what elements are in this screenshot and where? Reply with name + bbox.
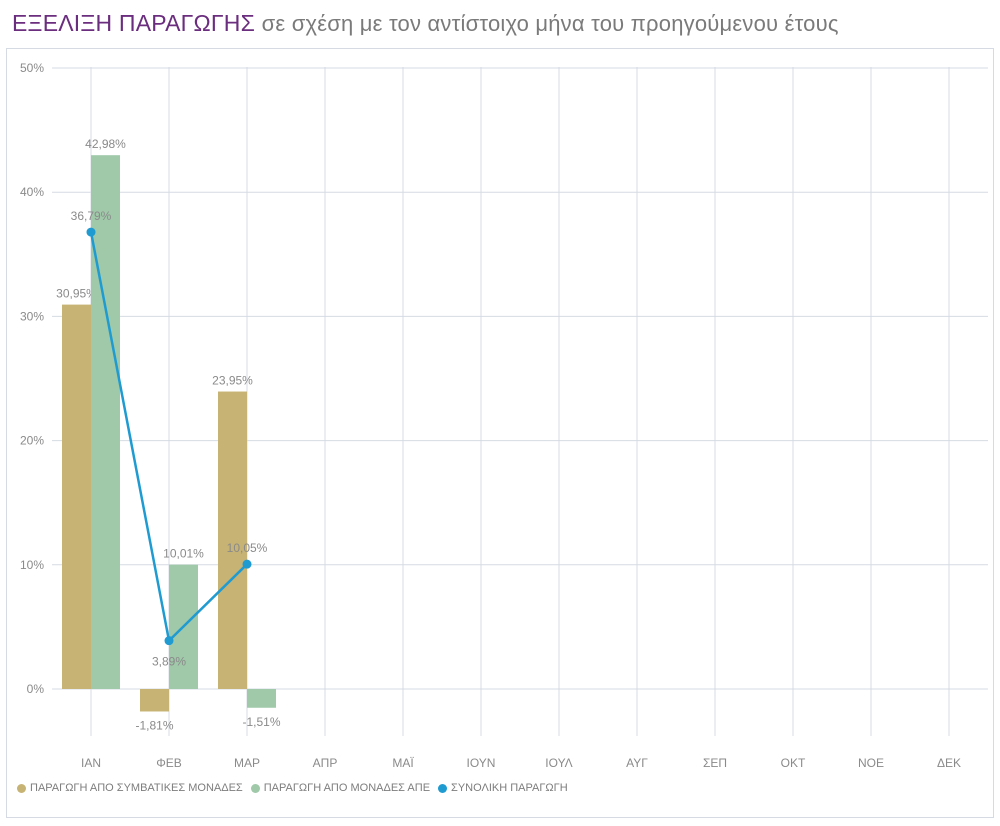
x-tick-label: ΦΕΒ bbox=[156, 756, 182, 770]
bar-data-label: -1,51% bbox=[242, 715, 280, 729]
legend-marker-total bbox=[438, 783, 448, 793]
chart-title-sub: σε σχέση με τον αντίστοιχο μήνα του προη… bbox=[261, 11, 839, 36]
legend-marker-conventional bbox=[17, 783, 26, 793]
x-tick-label: ΙΟΥΛ bbox=[545, 756, 572, 770]
bar-conventional bbox=[140, 689, 169, 712]
y-tick-label: 30% bbox=[20, 309, 44, 323]
line-data-label: 10,05% bbox=[227, 541, 268, 555]
legend-label-conventional: ΠΑΡΑΓΩΓΗ ΑΠΟ ΣΥΜΒΑΤΙΚΕΣ ΜΟΝΑΔΕΣ bbox=[30, 782, 243, 794]
legend-label-total: ΣΥΝΟΛΙΚΗ ΠΑΡΑΓΩΓΗ bbox=[451, 782, 568, 794]
chart-title-main: ΕΞΕΛΙΞΗ ΠΑΡΑΓΩΓΗΣ bbox=[12, 10, 256, 36]
line-data-label: 36,79% bbox=[71, 209, 112, 223]
bar-data-label: 23,95% bbox=[212, 374, 253, 388]
legend-marker-renewables bbox=[250, 783, 260, 793]
bar-data-label: 42,98% bbox=[85, 137, 126, 151]
bar-data-label: 10,01% bbox=[163, 547, 204, 561]
legend-label-renewables: ΠΑΡΑΓΩΓΗ ΑΠΟ ΜΟΝΑΔΕΣ ΑΠΕ bbox=[263, 782, 431, 794]
line-point bbox=[86, 227, 96, 237]
x-tick-label: ΔΕΚ bbox=[937, 756, 961, 770]
bar-renewables bbox=[91, 155, 120, 689]
x-tick-label: ΙΑΝ bbox=[81, 756, 101, 770]
y-tick-label: 40% bbox=[20, 185, 44, 199]
legend-item-total: ΣΥΝΟΛΙΚΗ ΠΑΡΑΓΩΓΗ bbox=[438, 782, 568, 794]
legend-item-renewables: ΠΑΡΑΓΩΓΗ ΑΠΟ ΜΟΝΑΔΕΣ ΑΠΕ bbox=[250, 782, 431, 794]
x-tick-label: ΜΑΡ bbox=[234, 756, 260, 770]
x-tick-label: ΑΠΡ bbox=[313, 756, 338, 770]
chart-frame bbox=[6, 48, 994, 818]
line-data-label: 3,89% bbox=[152, 655, 186, 669]
y-tick-label: 20% bbox=[20, 434, 44, 448]
x-tick-label: ΙΟΥΝ bbox=[467, 756, 496, 770]
bar-conventional bbox=[218, 391, 247, 689]
legend-item-conventional: ΠΑΡΑΓΩΓΗ ΑΠΟ ΣΥΜΒΑΤΙΚΕΣ ΜΟΝΑΔΕΣ bbox=[17, 782, 243, 794]
chart-legend: ΠΑΡΑΓΩΓΗ ΑΠΟ ΣΥΜΒΑΤΙΚΕΣ ΜΟΝΑΔΕΣ ΠΑΡΑΓΩΓΗ… bbox=[17, 782, 568, 794]
y-tick-label: 0% bbox=[27, 682, 45, 696]
x-tick-label: ΑΥΓ bbox=[626, 756, 648, 770]
bar-renewables bbox=[247, 689, 276, 708]
x-tick-label: ΜΑΪ bbox=[392, 756, 414, 770]
y-tick-label: 10% bbox=[20, 558, 44, 572]
bar-data-label: -1,81% bbox=[135, 718, 173, 732]
line-point bbox=[164, 636, 174, 646]
x-tick-label: ΟΚΤ bbox=[781, 756, 806, 770]
chart-title: ΕΞΕΛΙΞΗ ΠΑΡΑΓΩΓΗΣ σε σχέση με τον αντίστ… bbox=[12, 8, 839, 39]
y-tick-label: 50% bbox=[20, 61, 44, 75]
x-tick-label: ΣΕΠ bbox=[703, 756, 727, 770]
line-point bbox=[242, 559, 252, 569]
bar-data-label: 30,95% bbox=[56, 287, 97, 301]
x-tick-label: ΝΟΕ bbox=[858, 756, 884, 770]
bar-conventional bbox=[62, 304, 91, 689]
